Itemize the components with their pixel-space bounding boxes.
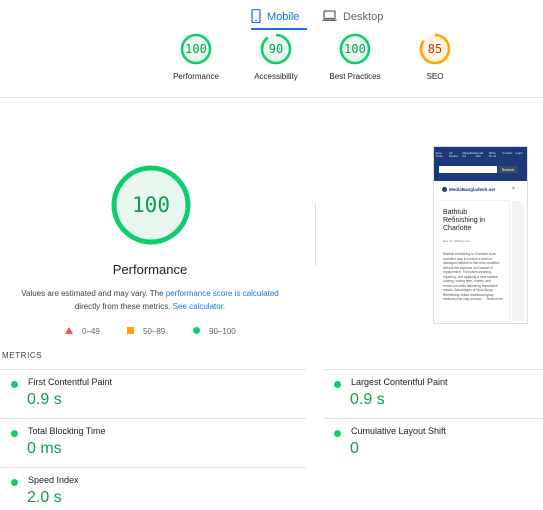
gauge-score: 85 — [428, 42, 442, 56]
score-gauge-accessibility[interactable]: 90 Accessibility — [240, 32, 312, 81]
smartphone-icon — [251, 8, 261, 26]
desc-text-2: directly from these metrics. — [74, 302, 173, 311]
tab-desktop[interactable]: Desktop — [322, 6, 383, 28]
section-divider — [0, 97, 543, 98]
tab-mobile-label: Mobile — [267, 11, 300, 23]
metric-divider — [0, 369, 306, 370]
thumb-nav-item: Write for us — [488, 151, 497, 158]
score-gauge-seo[interactable]: 85 SEO — [399, 32, 471, 81]
metric-value: 0.9 s — [350, 391, 385, 408]
gauge-ring: 100 — [339, 33, 371, 65]
pass-indicator-icon — [11, 381, 18, 388]
square-icon — [127, 327, 134, 336]
page-screenshot-thumbnail[interactable]: Free Tools All Modes Classified Ad Email Ad… — [433, 146, 528, 324]
laptop-icon — [322, 9, 337, 25]
thumb-nav-item: Email Ads — [475, 151, 483, 158]
legend-average-label: 50–89 — [143, 327, 166, 336]
metric-divider — [324, 369, 543, 370]
metrics-heading: METRICS — [2, 351, 43, 360]
score-gauge-best-practices[interactable]: 100 Best Practices — [319, 32, 391, 81]
metric-value: 0 ms — [27, 440, 62, 457]
metric-value: 2.0 s — [27, 489, 62, 506]
gauge-label: SEO — [426, 72, 444, 81]
thumb-close-icon: × — [512, 186, 515, 192]
gauge-score: 90 — [269, 42, 283, 56]
score-gauge-performance[interactable]: 100 Performance — [160, 32, 232, 81]
performance-title: Performance — [112, 262, 188, 277]
thumb-article-date: Dec 11, 2024 by ali t — [443, 239, 471, 243]
metric-value: 0 — [350, 440, 359, 457]
performance-description: Values are estimated and may vary. The p… — [14, 287, 286, 313]
tab-mobile[interactable]: Mobile — [251, 6, 299, 28]
legend-fail-label: 0–49 — [82, 327, 100, 336]
circle-icon — [193, 327, 200, 336]
gauge-score: 100 — [344, 42, 366, 56]
thumb-nav-item: Classified Ad — [462, 151, 476, 158]
thumb-navbar: Free Tools All Modes Classified Ad Email Ad… — [434, 147, 527, 181]
performance-score: 100 — [132, 193, 170, 217]
metric-divider — [0, 418, 306, 419]
gauge-ring: 90 — [260, 33, 292, 65]
legend-pass: 90–100 — [193, 327, 236, 336]
pass-indicator-icon — [11, 430, 18, 437]
metric-name: First Contentful Paint — [28, 377, 113, 387]
thumb-brand: MediaBangladesh.net — [442, 187, 495, 192]
thumb-sidebar — [512, 201, 524, 321]
thumb-nav-item: All Modes — [448, 151, 458, 158]
active-tab-indicator — [251, 28, 307, 30]
gauge-label: Performance — [173, 72, 219, 81]
pass-indicator-icon — [334, 381, 341, 388]
gauge-label: Best Practices — [329, 72, 381, 81]
metric-name: Cumulative Layout Shift — [351, 426, 447, 436]
thumb-article-title: Bathtub Refinishing in Charlotte — [443, 209, 486, 232]
metric-divider — [324, 418, 543, 419]
thumb-nav-item: Login — [515, 151, 523, 155]
metric-name: Largest Contentful Paint — [351, 377, 448, 387]
metric-name: Total Blocking Time — [28, 426, 106, 436]
gauge-ring: 85 — [419, 33, 451, 65]
thumb-article-card — [439, 201, 509, 321]
metric-value: 0.9 s — [27, 391, 62, 408]
gauge-ring: 100 — [180, 33, 212, 65]
desc-text-1: Values are estimated and may vary. The — [21, 289, 166, 298]
legend-fail: 0–49 — [65, 327, 100, 336]
triangle-icon — [65, 327, 73, 336]
performance-gauge: 100 — [110, 164, 192, 251]
see-calculator-link[interactable]: See calculator. — [172, 302, 226, 311]
vertical-divider — [315, 203, 316, 266]
thumb-search-button: Search — [498, 166, 518, 173]
pass-indicator-icon — [11, 479, 18, 486]
thumb-nav-item: Free Tools — [435, 151, 443, 158]
metric-divider — [0, 467, 306, 468]
metric-name: Speed Index — [28, 475, 79, 485]
legend-average: 50–89 — [127, 327, 165, 336]
thumb-nav-item: Contact — [502, 151, 513, 155]
gauge-label: Accessibility — [254, 72, 298, 81]
tab-desktop-label: Desktop — [343, 11, 384, 23]
thumb-article-body: Bathtub refinishing in Charlotte is an e… — [443, 252, 503, 301]
performance-score-link[interactable]: performance score is calculated — [165, 289, 279, 298]
gauge-score: 100 — [185, 42, 207, 56]
thumb-search-input — [439, 166, 497, 173]
pass-indicator-icon — [334, 430, 341, 437]
legend-pass-label: 90–100 — [209, 327, 236, 336]
